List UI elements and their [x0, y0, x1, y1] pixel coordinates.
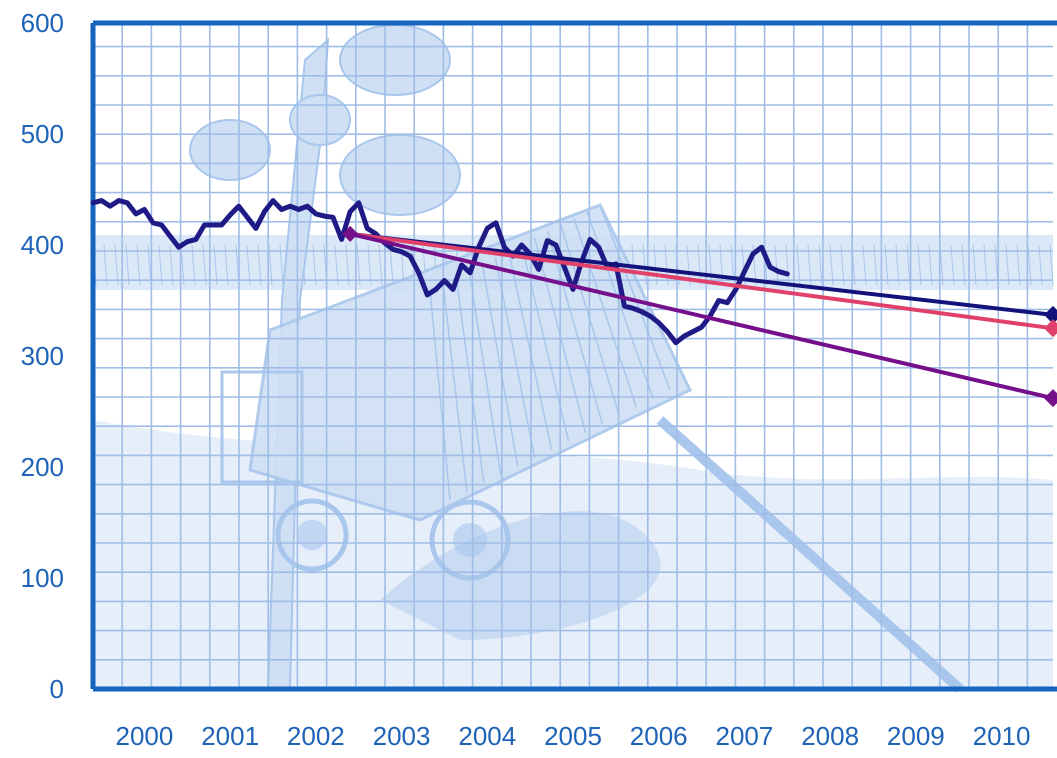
marker-layer	[342, 225, 1057, 408]
background-illustration	[92, 23, 1054, 693]
y-axis-tick-labels: 0 100 200 300 400 500 600	[21, 8, 64, 704]
trailer-slat	[507, 250, 553, 450]
trailer-slat	[481, 263, 519, 467]
y-tick-label: 200	[21, 452, 64, 482]
y-tick-label: 300	[21, 341, 64, 371]
x-tick-label: 2002	[287, 721, 345, 751]
trailer-slat	[599, 204, 671, 391]
projection-line-2	[348, 231, 1055, 331]
trailer-wheel	[275, 498, 349, 572]
tree-foliage	[289, 94, 351, 146]
x-tick-label: 2003	[373, 721, 431, 751]
trailer-slat	[468, 270, 502, 475]
x-tick-label: 2006	[630, 721, 688, 751]
wheel-hub	[296, 519, 328, 551]
x-tick-label: 2001	[201, 721, 259, 751]
projection-line-3	[348, 231, 1055, 401]
x-tick-label: 2004	[458, 721, 516, 751]
trailer-wheel	[429, 499, 511, 581]
y-tick-label: 600	[21, 8, 64, 38]
trailer-slat	[429, 289, 451, 501]
projection-end-marker-2	[1044, 319, 1057, 338]
tree-foliage	[189, 119, 271, 181]
observed-series-line	[90, 198, 790, 346]
trailer-slat	[442, 283, 468, 492]
y-tick-label: 400	[21, 230, 64, 260]
trailer-slat	[455, 276, 485, 484]
projection-start-marker-3	[342, 225, 359, 242]
y-tick-label: 0	[50, 674, 64, 704]
projection-line-1	[348, 231, 1055, 317]
x-tick-label: 2008	[801, 721, 859, 751]
plot-frame	[90, 20, 1057, 692]
x-tick-label: 2007	[716, 721, 774, 751]
wheel-hub	[452, 522, 488, 558]
x-tick-label: 2000	[116, 721, 174, 751]
x-tick-label: 2005	[544, 721, 602, 751]
y-tick-label: 100	[21, 563, 64, 593]
projection-end-marker-1	[1044, 305, 1057, 324]
x-tick-label: 2009	[887, 721, 945, 751]
x-axis-tick-labels: 2000 2001 2002 2003 2004 2005 2006 2007 2008 2009…	[116, 721, 1031, 751]
series-layer	[90, 198, 1055, 401]
x-tick-label: 2010	[973, 721, 1031, 751]
projection-end-marker-3	[1044, 389, 1057, 408]
y-tick-label: 500	[21, 119, 64, 149]
